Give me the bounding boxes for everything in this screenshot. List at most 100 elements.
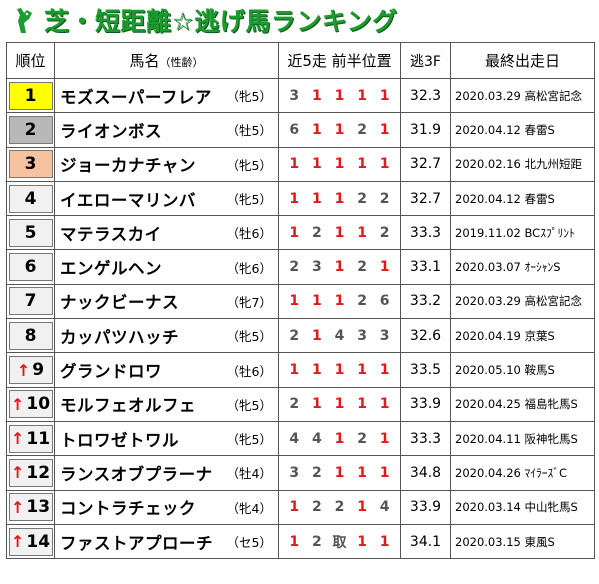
race-position: 1: [379, 396, 390, 413]
horse-sex-age: （牝5）: [226, 329, 272, 345]
horse-sex-age: （牝5）: [226, 192, 272, 208]
horse-sex-age: （牝7）: [226, 294, 272, 310]
table-row: ↑ 10 モルフェオルフェ （牝5） 2 1 1 1 1 33.9 2020.04.25 福島牝馬S: [6, 386, 595, 422]
race-position: 1: [289, 499, 300, 516]
race-position: 1: [289, 224, 300, 241]
race-position: 2: [357, 259, 367, 276]
lead-3f-time: 33.9: [400, 386, 451, 422]
race-position: 2: [357, 293, 367, 310]
last-race: 2020.04.12 春雷S: [450, 180, 595, 217]
table-row: ↑ 12 ランスオブプラーナ （牡4） 3 2 1 1 1 34.8 2020.04.26 ﾏｲﾗｰ…: [6, 455, 595, 491]
rank-badge: ↑ 11: [8, 424, 53, 453]
last-race: 2020.03.29 高松宮記念: [450, 283, 595, 320]
race-position: 2: [357, 121, 367, 138]
rank-badge: 8: [8, 321, 53, 350]
horse-name: イエローマリンバ: [60, 190, 196, 210]
race-position: 1: [357, 362, 367, 379]
race-position: 1: [357, 499, 367, 516]
race-position: 6: [379, 293, 390, 310]
horse-cell: エンゲルヘン （牝6）: [54, 249, 279, 285]
horse-sex-age: （セ5）: [226, 535, 272, 550]
rank-number: 10: [26, 394, 51, 415]
up-arrow-icon: ↑: [10, 394, 25, 414]
race-position: 2: [334, 499, 345, 516]
race-position: 1: [379, 533, 390, 550]
lead-3f-time: 32.3: [400, 77, 451, 114]
race-position: 1: [379, 121, 390, 138]
rank-badge: 6: [8, 253, 53, 282]
rank-cell: ↑ 10: [6, 386, 55, 422]
race-position: 取: [332, 534, 347, 551]
race-position: 1: [357, 156, 367, 173]
table-row: 5 マテラスカイ （牡6） 1 2 1 1 2 33.3 2019.11.02 BCｽﾌﾟﾘﾝﾄ: [6, 215, 595, 251]
race-position: 1: [334, 121, 345, 138]
horse-name: ライオンボス: [60, 121, 162, 141]
horse-name: ファストアプローチ: [60, 533, 213, 553]
race-position: 1: [289, 362, 300, 379]
lead-3f-time: 32.7: [400, 180, 451, 217]
header-last-race: 最終出走日: [450, 42, 595, 79]
last-race: 2020.03.07 ｵｰｼｬﾝS: [450, 249, 595, 285]
horse-sex-age: （牡6）: [226, 226, 272, 242]
race-position: 2: [379, 190, 390, 207]
rank-badge: 1: [8, 81, 53, 110]
rank-number: 5: [24, 222, 37, 243]
up-arrow-icon: ↑: [10, 463, 25, 483]
horse-head-icon: [17, 8, 32, 33]
rank-number: 7: [24, 291, 37, 312]
rank-cell: ↑ 9: [6, 352, 55, 388]
rank-badge: 3: [8, 150, 53, 179]
lead-3f-time: 33.1: [400, 249, 451, 285]
race-position: 2: [312, 499, 322, 516]
table-row: ↑ 9 グランドロワ （牡6） 1 1 1 1 1 33.5 2020.05.10 鞍馬S: [6, 352, 595, 388]
race-position: 1: [334, 156, 345, 173]
race-position: 1: [334, 464, 345, 481]
race-position: 3: [357, 327, 367, 344]
horse-cell: ジョーカナチャン （牝5）: [54, 146, 279, 182]
last-race: 2020.04.12 春雷S: [450, 112, 595, 148]
rank-number: 1: [24, 85, 37, 106]
header-name-sub: （性齢）: [159, 56, 204, 69]
lead-3f-time: 34.8: [400, 455, 451, 491]
rank-cell: 3: [6, 146, 55, 182]
table-row: ↑ 11 トロワゼトワル （牝5） 4 4 1 2 1 33.3 2020.04.11 阪神牝馬S: [6, 420, 595, 457]
race-position: 1: [379, 259, 390, 276]
last-race: 2020.03.29 高松宮記念: [450, 77, 595, 114]
horse-sex-age: （牝5）: [226, 432, 272, 448]
rank-badge: ↑ 13: [8, 493, 53, 522]
race-position: 1: [334, 87, 345, 104]
race-position: 1: [357, 87, 367, 104]
race-position: 1: [289, 533, 300, 550]
header-rank: 順位: [6, 42, 55, 79]
rank-badge: 5: [8, 218, 53, 247]
horse-cell: トロワゼトワル （牝5）: [54, 420, 279, 457]
horse-sex-age: （牝5）: [226, 157, 272, 173]
last-race: 2020.03.15 東風S: [450, 523, 595, 560]
header-name-label: 馬名: [129, 52, 160, 70]
rank-cell: 1: [6, 77, 55, 114]
table-row: 7 ナックビーナス （牝7） 1 1 1 2 6 33.2 2020.03.29 高松宮記念: [6, 283, 595, 320]
table-row: 2 ライオンボス （牡5） 6 1 1 2 1 31.9 2020.04.12 春雷S: [6, 112, 595, 148]
rank-number: 3: [24, 154, 37, 175]
rank-number: 12: [26, 462, 51, 483]
rank-cell: 8: [6, 318, 55, 354]
race-position: 1: [357, 464, 367, 481]
horse-sex-age: （牡4）: [226, 466, 272, 482]
horse-cell: グランドロワ （牡6）: [54, 352, 279, 388]
race-position: 1: [357, 533, 367, 550]
ranking-table: 順位 馬名（性齢） 近5走 前半位置 逃3F 最終出走日 1 モズスーパーフレア （…: [6, 42, 595, 560]
race-position: 1: [312, 293, 322, 310]
lead-3f-time: 32.7: [400, 146, 451, 182]
last-race: 2020.04.11 阪神牝馬S: [450, 420, 595, 457]
race-position: 1: [312, 327, 322, 344]
table-row: 1 モズスーパーフレア （牝5） 3 1 1 1 1 32.3 2020.03.29 高松宮記念: [6, 77, 595, 114]
horse-cell: ナックビーナス （牝7）: [54, 283, 279, 320]
rank-cell: 7: [6, 283, 55, 320]
last-race: 2019.11.02 BCｽﾌﾟﾘﾝﾄ: [450, 215, 595, 251]
up-arrow-icon: ↑: [10, 497, 25, 517]
